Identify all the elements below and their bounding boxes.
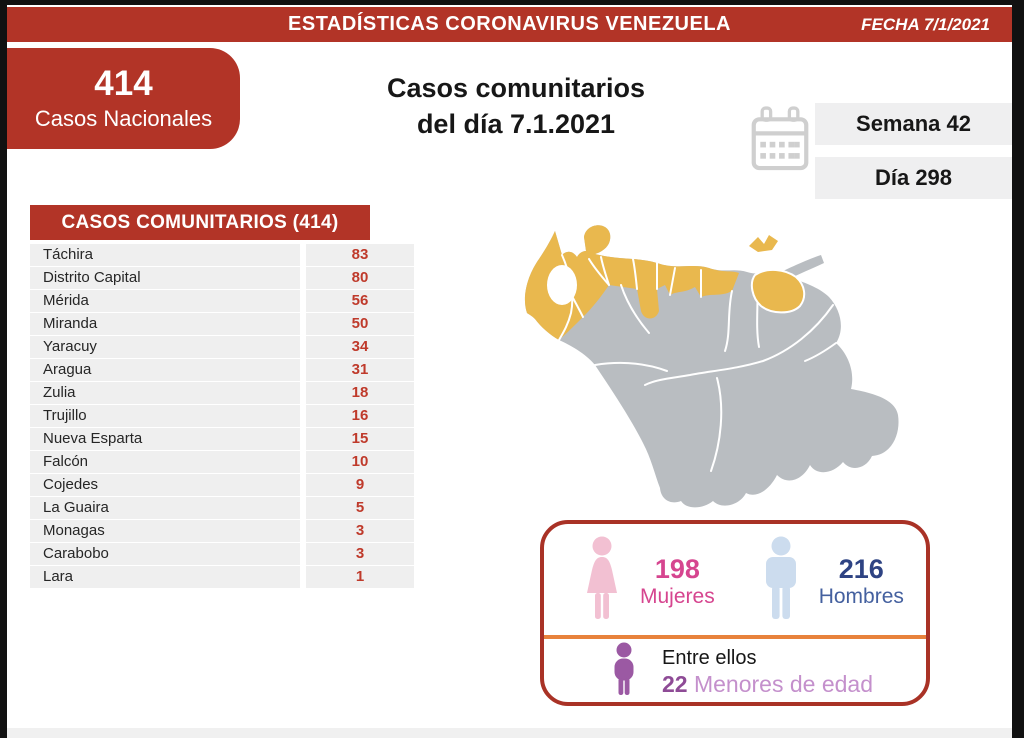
state-name: Zulia (30, 382, 300, 404)
table-row: Táchira 83 (30, 244, 414, 266)
national-cases-label: Casos Nacionales (34, 106, 213, 132)
table-row: Cojedes 9 (30, 474, 414, 496)
page-title-line2: del día 7.1.2021 (416, 109, 616, 140)
man-icon (759, 536, 803, 629)
table-row: Yaracuy 34 (30, 336, 414, 358)
bottom-strip (7, 728, 1012, 738)
state-cases: 15 (306, 428, 414, 450)
state-cases: 56 (306, 290, 414, 312)
state-cases: 83 (306, 244, 414, 266)
state-cases: 18 (306, 382, 414, 404)
table-row: Falcón 10 (30, 451, 414, 473)
state-cases: 16 (306, 405, 414, 427)
map-highlight-nueva-esparta (749, 235, 778, 252)
state-name: Trujillo (30, 405, 300, 427)
venezuela-map (505, 213, 915, 513)
page-title-line1: Casos comunitarios (386, 73, 646, 103)
gender-stats-box: 198 Mujeres 216 (540, 520, 930, 706)
map-state-borders (558, 254, 837, 472)
state-name: La Guaira (30, 497, 300, 519)
women-group: 198 Mujeres (580, 536, 715, 629)
minors-count: 22 (662, 671, 688, 698)
women-count: 198 (654, 554, 700, 585)
state-name: Falcón (30, 451, 300, 473)
state-cases: 5 (306, 497, 414, 519)
map-highlight-northwest (524, 225, 739, 340)
week-label: Semana 42 (856, 111, 971, 136)
state-cases: 3 (306, 520, 414, 542)
national-cases-value: 414 (94, 63, 153, 103)
table-row: Monagas 3 (30, 520, 414, 542)
table-row: Mérida 56 (30, 290, 414, 312)
day-band: Día 298 (815, 157, 1012, 199)
woman-icon (580, 536, 624, 629)
table-row: Carabobo 3 (30, 543, 414, 565)
state-name: Distrito Capital (30, 267, 300, 289)
day-label: Día 298 (874, 165, 953, 190)
state-name: Aragua (30, 359, 300, 381)
minors-intro: Entre ellos (662, 647, 757, 670)
state-name: Cojedes (30, 474, 300, 496)
child-icon (606, 642, 642, 702)
minors-label: Menores de edad (687, 671, 873, 698)
table-row: La Guaira 5 (30, 497, 414, 519)
table-header-label: CASOS COMUNITARIOS (414) (61, 211, 339, 233)
minors-row: Entre ellos 22 Menores de edad (544, 639, 926, 702)
state-name: Yaracuy (30, 336, 300, 358)
state-name: Lara (30, 566, 300, 588)
top-bar: ESTADÍSTICAS CORONAVIRUS VENEZUELA FECHA… (7, 7, 1012, 42)
state-name: Miranda (30, 313, 300, 335)
state-cases: 10 (306, 451, 414, 473)
gender-row: 198 Mujeres 216 (544, 524, 926, 632)
minors-line: 22 Menores de edad (662, 670, 873, 699)
state-cases: 34 (306, 336, 414, 358)
state-name: Mérida (30, 290, 300, 312)
women-text: 198 Mujeres (640, 554, 715, 609)
state-cases: 31 (306, 359, 414, 381)
minors-text: Entre ellos 22 Menores de edad (662, 646, 873, 699)
state-name: Monagas (30, 520, 300, 542)
table-row: Lara 1 (30, 566, 414, 588)
state-cases-table: Táchira 83 Distrito Capital 80 Mérida 56 Miran… (30, 244, 414, 589)
table-row: Distrito Capital 80 (30, 267, 414, 289)
men-count: 216 (838, 554, 884, 585)
women-label: Mujeres (640, 585, 715, 609)
men-label: Hombres (818, 585, 904, 609)
state-cases: 1 (306, 566, 414, 588)
state-cases: 50 (306, 313, 414, 335)
state-name: Carabobo (30, 543, 300, 565)
state-name: Nueva Esparta (30, 428, 300, 450)
table-row: Trujillo 16 (30, 405, 414, 427)
state-cases: 3 (306, 543, 414, 565)
map-highlight-monagas (750, 269, 806, 314)
state-cases: 80 (306, 267, 414, 289)
men-group: 216 Hombres (759, 536, 904, 629)
state-cases: 9 (306, 474, 414, 496)
calendar-icon (750, 106, 810, 177)
top-bar-title: ESTADÍSTICAS CORONAVIRUS VENEZUELA (288, 13, 731, 35)
week-band: Semana 42 (815, 103, 1012, 145)
table-row: Aragua 31 (30, 359, 414, 381)
top-bar-date: FECHA 7/1/2021 (861, 15, 990, 34)
table-row: Nueva Esparta 15 (30, 428, 414, 450)
national-cases-box: 414 Casos Nacionales (7, 48, 240, 149)
table-row: Miranda 50 (30, 313, 414, 335)
men-text: 216 Hombres (819, 554, 904, 609)
orange-divider (544, 635, 926, 639)
table-header: CASOS COMUNITARIOS (414) (30, 205, 370, 240)
table-row: Zulia 18 (30, 382, 414, 404)
state-name: Táchira (30, 244, 300, 266)
page-title: Casos comunitarios del día 7.1.2021 (330, 70, 702, 143)
